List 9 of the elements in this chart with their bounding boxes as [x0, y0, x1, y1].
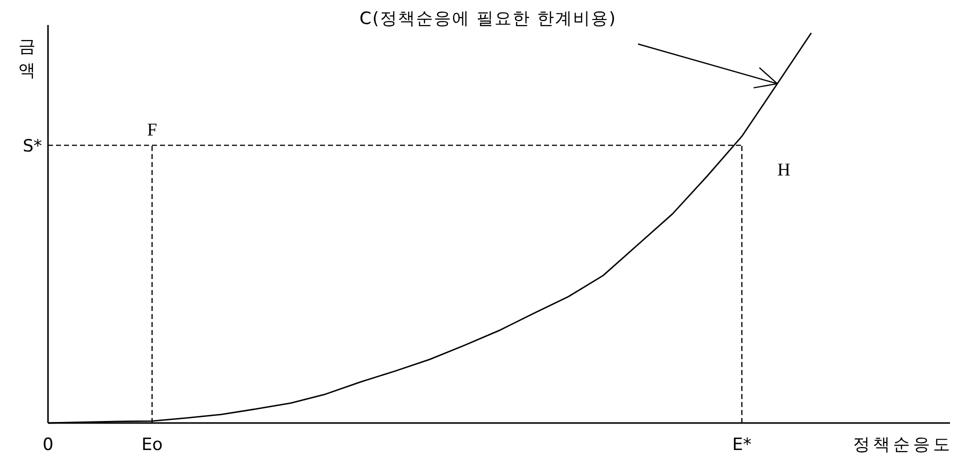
ref-line-label: S* — [22, 136, 42, 156]
y-axis-title: 금액 — [18, 37, 36, 81]
x-axis-title: 정책순응도 — [853, 435, 953, 455]
x-tick-label: E* — [732, 435, 752, 455]
ref-line-label: F — [147, 119, 158, 140]
x-tick-label: Eo — [142, 435, 163, 455]
ref-line-label: H — [777, 159, 790, 180]
text: C(정책순응에 필요한 한계비용) — [360, 9, 616, 29]
x-tick-label: 0 — [42, 435, 54, 455]
